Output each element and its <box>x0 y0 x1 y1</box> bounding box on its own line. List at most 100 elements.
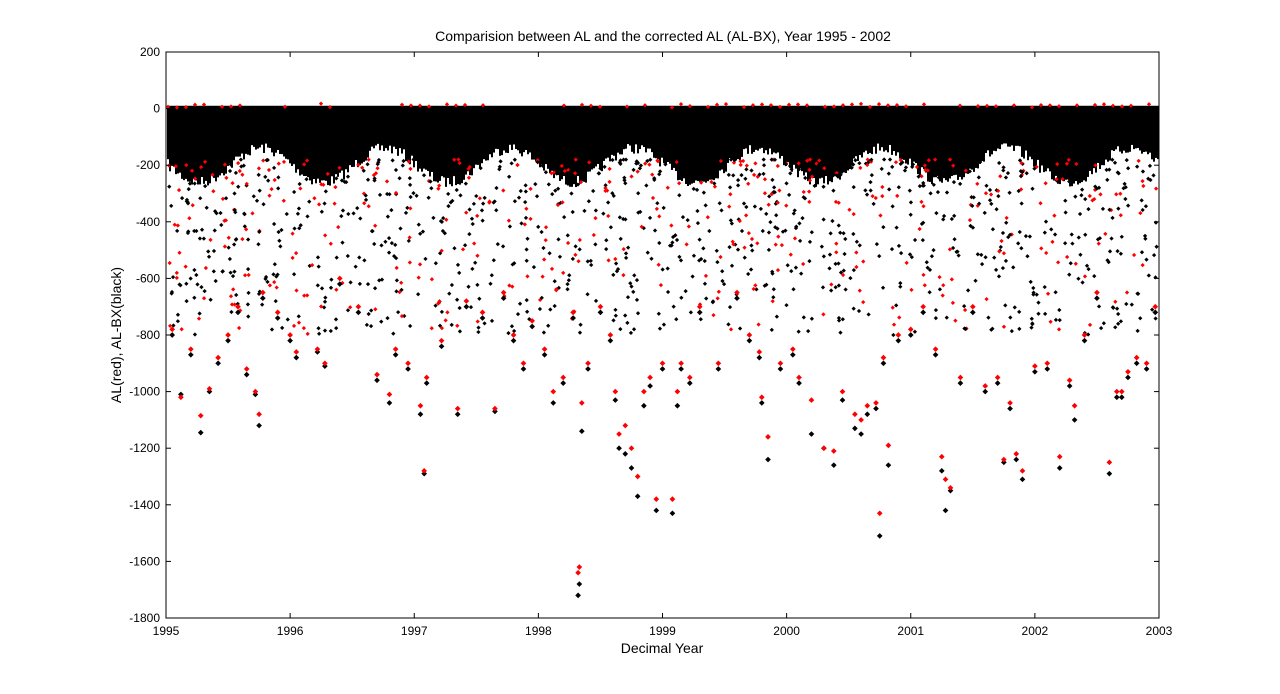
dense-point <box>416 292 421 297</box>
dense-band-column <box>235 105 237 157</box>
dense-band-column <box>293 105 295 164</box>
dense-band-column <box>1119 105 1121 152</box>
dense-point <box>606 213 611 219</box>
dense-point <box>749 168 754 173</box>
data-point <box>585 360 591 367</box>
dense-point <box>224 175 229 181</box>
dense-band-column <box>187 105 189 182</box>
dense-band-column <box>1099 105 1101 169</box>
dense-point <box>890 164 895 169</box>
dense-point <box>1103 231 1108 236</box>
dense-point <box>598 157 604 162</box>
dense-point <box>176 187 182 193</box>
dense-point <box>281 159 287 164</box>
dense-point <box>482 321 487 326</box>
dense-point <box>728 327 734 332</box>
dense-point <box>295 211 301 216</box>
data-point <box>790 351 796 358</box>
dense-point <box>312 196 317 201</box>
data-point <box>235 309 241 316</box>
dense-point <box>720 278 725 284</box>
dense-point <box>355 206 360 211</box>
dense-point <box>1107 207 1112 212</box>
dense-point <box>603 183 608 188</box>
dense-point <box>1072 158 1077 163</box>
dense-point <box>746 231 752 236</box>
dense-band-column <box>925 105 927 173</box>
dense-point <box>947 247 953 252</box>
data-point <box>500 289 507 296</box>
dense-point <box>488 281 493 286</box>
dense-point <box>807 178 813 183</box>
dense-point <box>1043 219 1049 224</box>
dense-band-column <box>701 105 703 182</box>
dense-point <box>634 277 640 283</box>
x-axis-label: Decimal Year <box>621 640 704 656</box>
dense-point <box>188 159 194 164</box>
dense-point <box>946 160 951 165</box>
dense-point <box>1086 207 1091 212</box>
dense-point <box>298 223 303 228</box>
dense-point <box>990 326 995 331</box>
dense-band-column <box>331 105 333 177</box>
dense-point <box>1063 210 1068 215</box>
dense-band-column <box>499 105 501 156</box>
dense-band-column <box>167 105 169 160</box>
dense-point <box>476 329 481 335</box>
dense-point <box>851 184 856 190</box>
dense-point <box>1044 250 1049 256</box>
data-point <box>808 397 815 403</box>
dense-point <box>519 221 524 226</box>
dense-point <box>955 249 960 254</box>
dense-band-column <box>407 105 409 160</box>
dense-point <box>239 164 244 169</box>
dense-point <box>356 162 361 167</box>
dense-band-column <box>375 105 377 146</box>
dense-point <box>721 282 727 287</box>
dense-band-column <box>653 105 655 158</box>
tick-marks-layer <box>165 51 1160 619</box>
dense-point <box>365 281 371 287</box>
dense-point <box>729 221 735 226</box>
dense-band-column <box>459 105 461 185</box>
dense-point <box>843 164 849 169</box>
dense-point <box>738 159 743 164</box>
dense-point <box>833 285 838 290</box>
dense-point <box>649 256 654 261</box>
dense-band-column <box>917 105 919 175</box>
dense-point <box>266 178 271 183</box>
data-point <box>982 383 989 389</box>
dense-point <box>372 286 378 291</box>
data-point <box>438 343 445 350</box>
dense-band-column <box>739 105 741 161</box>
dense-point <box>202 289 207 294</box>
dense-point <box>366 204 371 209</box>
dense-point <box>269 186 274 192</box>
dense-point <box>834 173 839 178</box>
dense-point <box>566 278 571 283</box>
dense-band-column <box>893 105 895 152</box>
dense-point <box>699 256 704 262</box>
dense-band-column <box>991 105 993 155</box>
dense-point <box>762 191 768 196</box>
dense-band-column <box>1127 105 1129 153</box>
data-point <box>1143 366 1150 372</box>
data-point <box>293 349 300 355</box>
dense-point <box>482 195 487 200</box>
dense-point <box>210 172 215 177</box>
dense-band-column <box>561 105 563 180</box>
data-point <box>500 295 507 302</box>
dense-point <box>447 161 453 166</box>
dense-band-column <box>665 105 667 164</box>
dense-band-column <box>363 105 365 162</box>
dense-band-column <box>301 105 303 175</box>
dense-band-column <box>799 105 801 169</box>
data-point <box>575 592 581 599</box>
dense-point <box>1136 158 1141 164</box>
dense-band-column <box>861 105 863 158</box>
dense-point <box>539 229 544 235</box>
dense-band-column <box>359 105 361 166</box>
dense-point <box>941 213 947 219</box>
dense-point <box>774 213 779 218</box>
dense-point <box>703 273 709 279</box>
